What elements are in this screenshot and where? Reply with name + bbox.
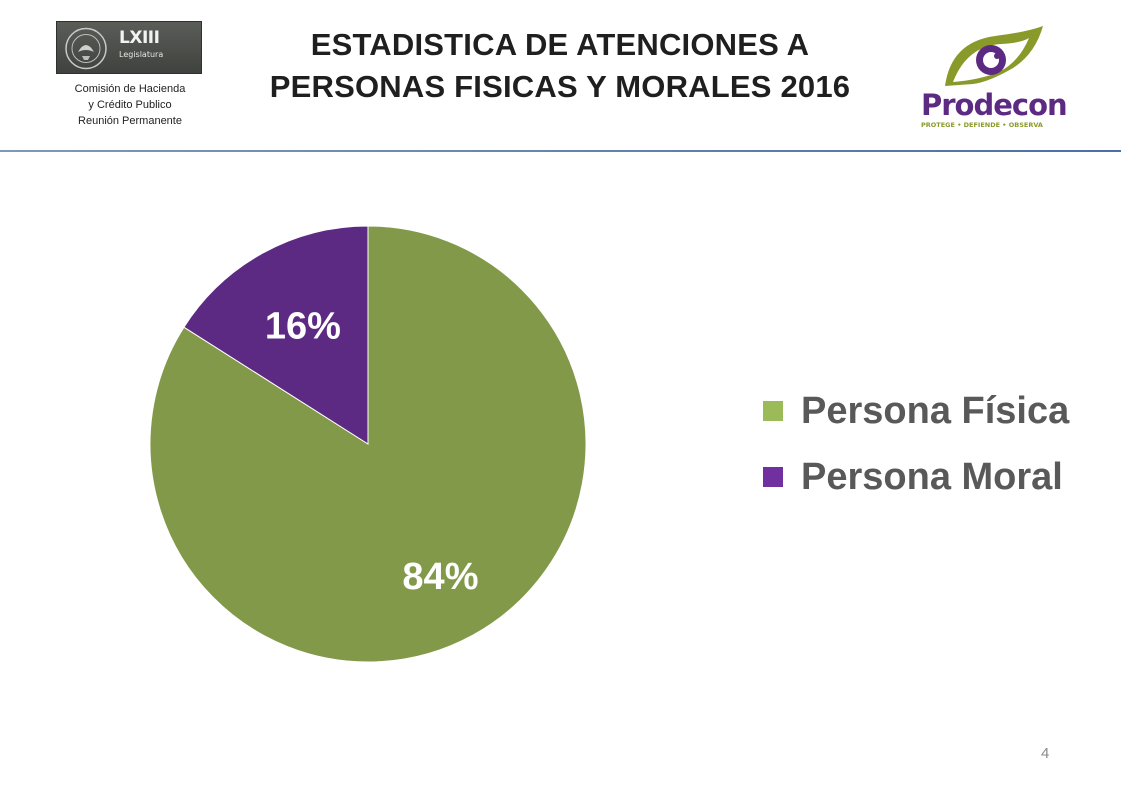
- data-label-persona-fisica: 84%: [402, 556, 478, 598]
- legislature-number: LXIII: [119, 28, 160, 48]
- legislature-word: Legislatura: [119, 50, 164, 59]
- mexican-seal-icon: [65, 27, 107, 70]
- committee-line: Reunión Permanente: [78, 115, 182, 127]
- title-line: ESTADISTICA DE ATENCIONES A: [310, 27, 810, 62]
- prodecon-name: Prodecon: [921, 88, 1068, 122]
- committee-line: Comisión de Hacienda: [74, 83, 186, 95]
- legislature-logo: LXIII Legislatura: [56, 21, 202, 74]
- page-number: 4: [1041, 745, 1050, 762]
- pie-slice-persona-moral: [183, 225, 369, 445]
- prodecon-logo: Prodecon PROTEGE • DEFIENDE • OBSERVA: [917, 24, 1068, 130]
- committee-caption: Comisión de Hacienda y Crédito Publico R…: [48, 81, 212, 129]
- legend-swatch-persona-fisica: [763, 401, 783, 421]
- legend-label-persona-moral: Persona Moral: [801, 456, 1063, 498]
- legend-label-persona-fisica: Persona Física: [801, 390, 1070, 432]
- legend-swatch-persona-moral: [763, 467, 783, 487]
- page-title: ESTADISTICA DE ATENCIONES A PERSONAS FIS…: [230, 24, 890, 108]
- data-label-persona-moral: 16%: [265, 306, 341, 348]
- header-divider: [0, 150, 1121, 152]
- prodecon-eye-icon: [945, 26, 1043, 86]
- title-line: PERSONAS FISICAS Y MORALES 2016: [269, 69, 851, 104]
- prodecon-tagline: PROTEGE • DEFIENDE • OBSERVA: [921, 121, 1043, 129]
- committee-line: y Crédito Publico: [88, 99, 172, 111]
